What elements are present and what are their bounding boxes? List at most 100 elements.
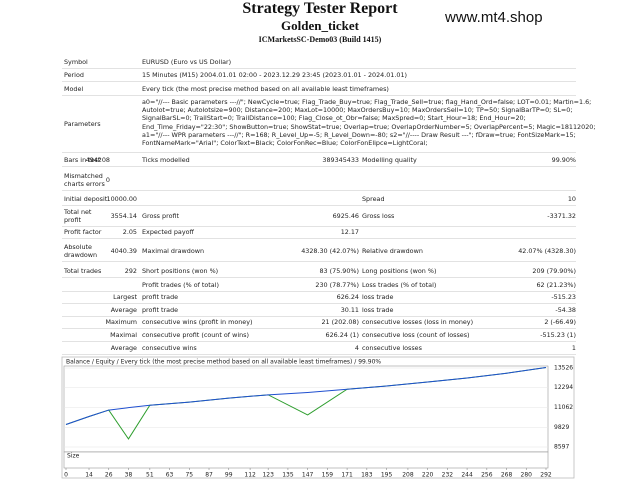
parameter-line: SignalBarSL=0; TrailStart=0; TrailDistan… [142, 114, 526, 123]
info-value: EURUSD (Euro vs US Dollar) [142, 58, 232, 66]
parameter-line: End_Time_Friday="22:30"; ShowButton=true… [142, 122, 596, 131]
stat-cell: consecutive wins (profit in money) [142, 318, 253, 326]
stat-cell: 209 (79.90%) [532, 267, 576, 275]
stat-cell: Maximal drawdown [142, 247, 205, 255]
info-value: 15 Minutes (M15) 2004.01.01 02:00 - 2023… [142, 71, 408, 79]
x-tick-label: 208 [402, 472, 414, 479]
stat-cell: Maximal [110, 331, 137, 339]
row-separator [62, 152, 576, 153]
x-tick-label: 183 [361, 472, 373, 479]
x-tick-label: 171 [341, 472, 353, 479]
stat-cell: Gross loss [362, 212, 395, 220]
x-tick-label: 87 [205, 472, 213, 479]
stat-cell: 62 (21.23%) [536, 281, 576, 289]
row-separator [62, 81, 576, 82]
stat-cell: consecutive wins [142, 344, 197, 352]
stat-cell: Maximum [105, 318, 138, 326]
stat-cell: 292 [124, 267, 137, 275]
stat-cell: Spread [362, 195, 385, 203]
stat-cell: 389345433 [322, 156, 359, 164]
size-label: Size [67, 453, 80, 460]
row-separator [62, 341, 576, 342]
x-tick-label: 14 [85, 472, 93, 479]
row-separator [62, 277, 576, 278]
row-separator [62, 261, 576, 262]
row-separator [62, 95, 576, 96]
stat-cell: 4040.39 [110, 247, 137, 255]
stat-cell: Expected payoff [142, 228, 194, 236]
x-tick-label: 292 [540, 472, 552, 479]
x-tick-label: 195 [381, 472, 393, 479]
watermark: www.mt4.shop [445, 9, 543, 26]
stat-cell: -515.23 [551, 293, 576, 301]
graph-legend: Balance / Equity / Every tick (the most … [66, 359, 381, 366]
stat-cell: 626.24 (1) [325, 331, 359, 339]
x-tick-label: 147 [302, 472, 314, 479]
y-tick-label: 8597 [554, 443, 569, 450]
stat-cell: Long positions (won %) [362, 267, 437, 275]
stat-cell: 0 [105, 176, 110, 184]
x-tick-label: 26 [105, 472, 113, 479]
x-tick-label: 38 [125, 472, 133, 479]
x-tick-label: 99 [225, 472, 233, 479]
stat-cell: Average [110, 344, 137, 352]
stat-cell: 83 (75.90%) [319, 267, 359, 275]
x-tick-label: 220 [422, 472, 434, 479]
x-tick-label: 268 [501, 472, 513, 479]
stat-cell: Mismatched charts errors [64, 172, 105, 188]
stat-cell: 10000.00 [106, 195, 138, 203]
stat-cell: Relative drawdown [362, 247, 423, 255]
stat-cell: consecutive losses [362, 344, 422, 352]
row-separator [62, 291, 576, 292]
row-separator [62, 68, 576, 69]
parameter-line: a1="//--- WPR parameters ---//"; R=168; … [142, 130, 576, 139]
server-info: ICMarketsSC-Demo03 (Build 1415) [258, 35, 382, 44]
stat-cell: -3371.32 [547, 212, 576, 220]
stat-cell: 21 (202.08) [321, 318, 359, 326]
x-tick-label: 63 [166, 472, 174, 479]
row-separator [62, 226, 576, 227]
stat-cell: 1 [571, 344, 576, 352]
stat-cell: 99.90% [551, 156, 576, 164]
x-tick-label: 159 [322, 472, 334, 479]
stat-cell: -515.23 (1) [540, 331, 576, 339]
stat-cell: Loss trades (% of total) [362, 281, 437, 289]
stat-cell: profit trade [142, 306, 179, 314]
x-tick-label: 244 [461, 472, 473, 479]
stat-cell: consecutive loss (count of losses) [362, 331, 470, 339]
stat-cell: Total net profit [64, 208, 92, 224]
y-tick-label: 11062 [554, 404, 573, 411]
stat-cell: Bars in test [64, 156, 101, 164]
stat-cell: Largest [113, 293, 137, 301]
stat-cell: 2 (-66.49) [544, 318, 576, 326]
stat-cell: Gross profit [142, 212, 180, 220]
stat-cell: 30.11 [340, 306, 359, 314]
parameter-line: a0="//--- Basic parameters ---//"; NewCy… [142, 98, 592, 106]
x-tick-label: 280 [521, 472, 533, 479]
stat-cell: consecutive profit (count of wins) [142, 331, 249, 339]
stat-cell: 42.07% (4328.30) [518, 247, 576, 255]
stat-cell: 4 [354, 344, 359, 352]
row-separator [62, 328, 576, 329]
stat-cell: 626.24 [336, 293, 359, 301]
stat-cell: 230 (78.77%) [315, 281, 359, 289]
row-separator [62, 316, 576, 317]
x-tick-label: 232 [442, 472, 454, 479]
info-value: Every tick (the most precise method base… [142, 85, 389, 93]
row-separator [62, 303, 576, 304]
row-separator [62, 238, 576, 239]
row-separator [62, 190, 576, 191]
parameter-line: Autolot=true; Autolotsize=900; Distance=… [142, 106, 573, 115]
x-tick-label: 75 [185, 472, 193, 479]
stat-cell: consecutive losses (loss in money) [362, 318, 474, 326]
stat-cell: Initial deposit [64, 195, 108, 203]
x-tick-label: 112 [244, 472, 256, 479]
x-tick-label: 0 [64, 472, 68, 479]
x-tick-label: 51 [146, 472, 154, 479]
stat-cell: Modelling quality [362, 156, 417, 164]
x-tick-label: 256 [481, 472, 493, 479]
info-label: Period [64, 71, 84, 79]
report-subtitle: Golden_ticket [281, 18, 359, 33]
